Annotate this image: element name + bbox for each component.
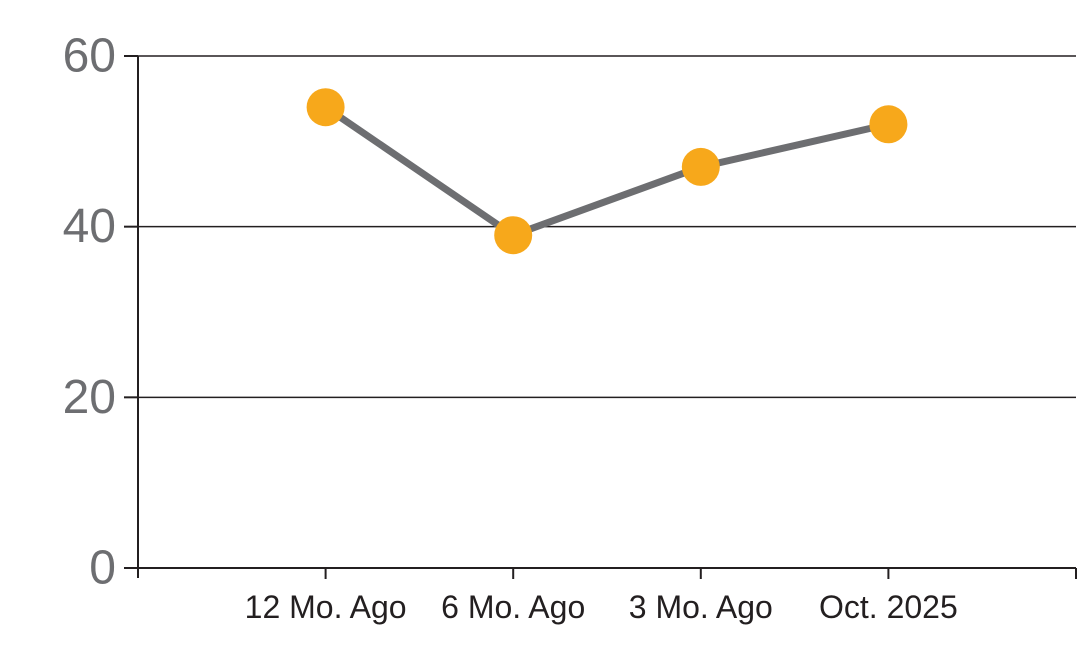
x-tick-label: 3 Mo. Ago: [629, 589, 773, 625]
data-line: [323, 104, 890, 239]
data-point-marker: [494, 216, 533, 255]
data-point-marker: [869, 105, 908, 144]
y-tick-label: 0: [89, 542, 116, 595]
y-tick-label: 20: [63, 371, 116, 424]
data-point-marker: [681, 147, 720, 186]
x-tick-label: 6 Mo. Ago: [441, 589, 585, 625]
x-tick-label: Oct. 2025: [819, 589, 958, 625]
x-tick-label: 12 Mo. Ago: [245, 589, 407, 625]
y-tick-label: 60: [63, 30, 116, 83]
y-tick-label: 40: [63, 200, 116, 253]
data-point-marker: [306, 88, 345, 127]
